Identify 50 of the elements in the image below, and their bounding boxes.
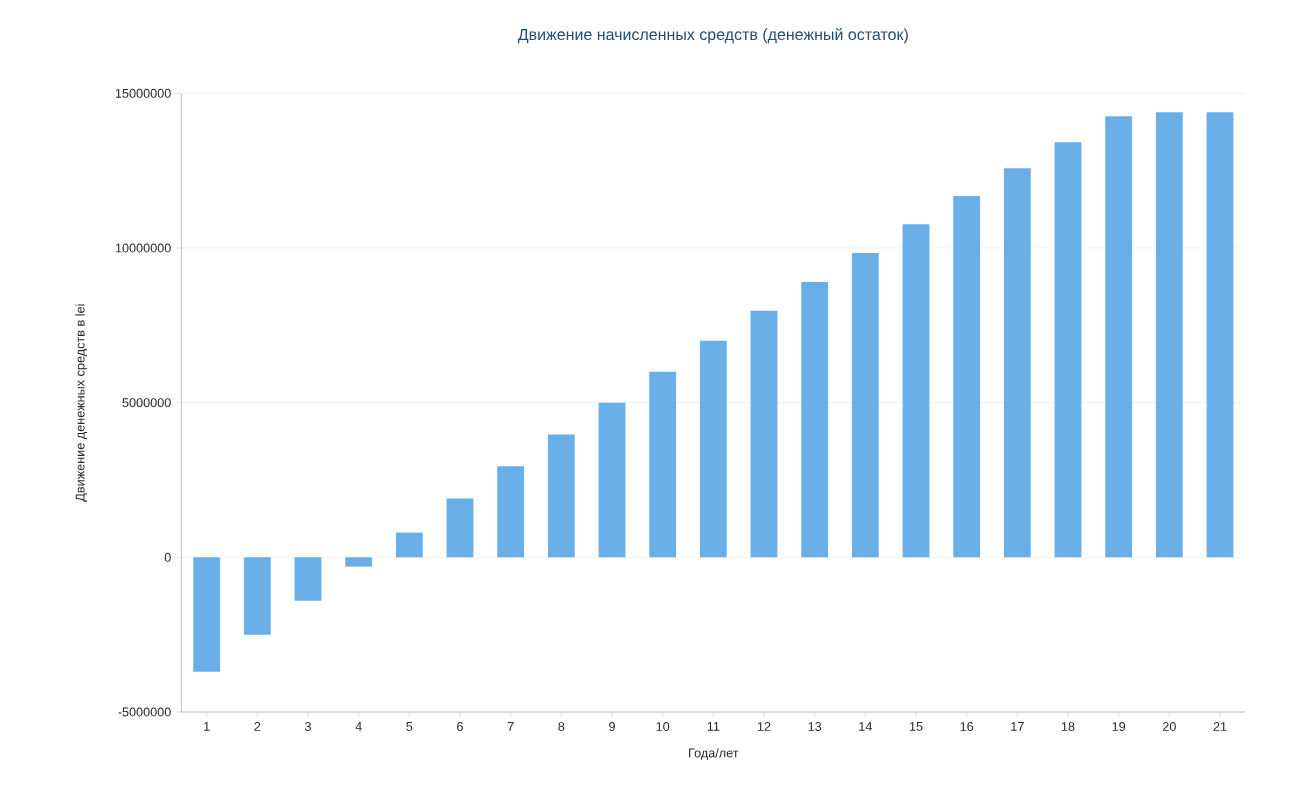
bar [902, 224, 930, 558]
x-axis-title: Года/лет [689, 748, 739, 760]
bar [345, 557, 373, 567]
x-tick-label: 18 [1061, 722, 1075, 731]
x-tick-label: 16 [960, 722, 974, 731]
bar [1155, 112, 1183, 558]
x-tick-label: 21 [1213, 722, 1227, 731]
x-tick-label: 6 [457, 722, 463, 731]
x-tick-label: 13 [808, 722, 822, 731]
bar [750, 310, 778, 558]
x-tick-label: 15 [909, 722, 923, 731]
bar [395, 532, 423, 558]
bar [851, 252, 879, 558]
bar [649, 371, 677, 558]
bar [243, 557, 271, 635]
y-tick-label: 10000000 [115, 243, 171, 253]
x-tick-label: 1 [204, 722, 210, 731]
bar [193, 557, 221, 672]
x-tick-label: 9 [609, 722, 615, 731]
bar [497, 466, 525, 558]
y-axis-title: Движение денежных средств в lei [75, 304, 88, 502]
bar [1054, 142, 1082, 558]
x-tick-label: 8 [558, 722, 565, 731]
bar [1206, 112, 1234, 558]
y-tick-label: 0 [164, 552, 171, 562]
x-tick-label: 5 [406, 722, 413, 731]
bar [446, 498, 474, 558]
bar [953, 196, 981, 558]
x-tick-label: 7 [507, 722, 514, 731]
x-tick-label: 2 [254, 722, 261, 731]
x-tick-label: 17 [1011, 722, 1024, 731]
bar [699, 340, 727, 558]
x-tick-label: 14 [859, 722, 872, 731]
bar [598, 402, 626, 558]
bar [547, 434, 575, 558]
x-tick-label: 20 [1162, 722, 1176, 731]
x-tick-label: 11 [707, 722, 720, 731]
y-tick-label: 5000000 [122, 398, 171, 408]
bar [1003, 168, 1031, 558]
bar [1105, 116, 1133, 558]
x-tick-label: 3 [304, 722, 311, 731]
bar [801, 282, 829, 558]
x-tick-label: 19 [1112, 722, 1126, 731]
x-tick-label: 12 [757, 722, 771, 731]
x-tick-label: 4 [355, 722, 362, 731]
y-tick-label: 15000000 [115, 88, 171, 98]
x-tick-label: 10 [656, 722, 670, 731]
y-tick-label: -5000000 [118, 707, 171, 717]
bar [294, 557, 322, 601]
chart-title: Движение начисленных средств (денежный остаток) [517, 28, 908, 44]
